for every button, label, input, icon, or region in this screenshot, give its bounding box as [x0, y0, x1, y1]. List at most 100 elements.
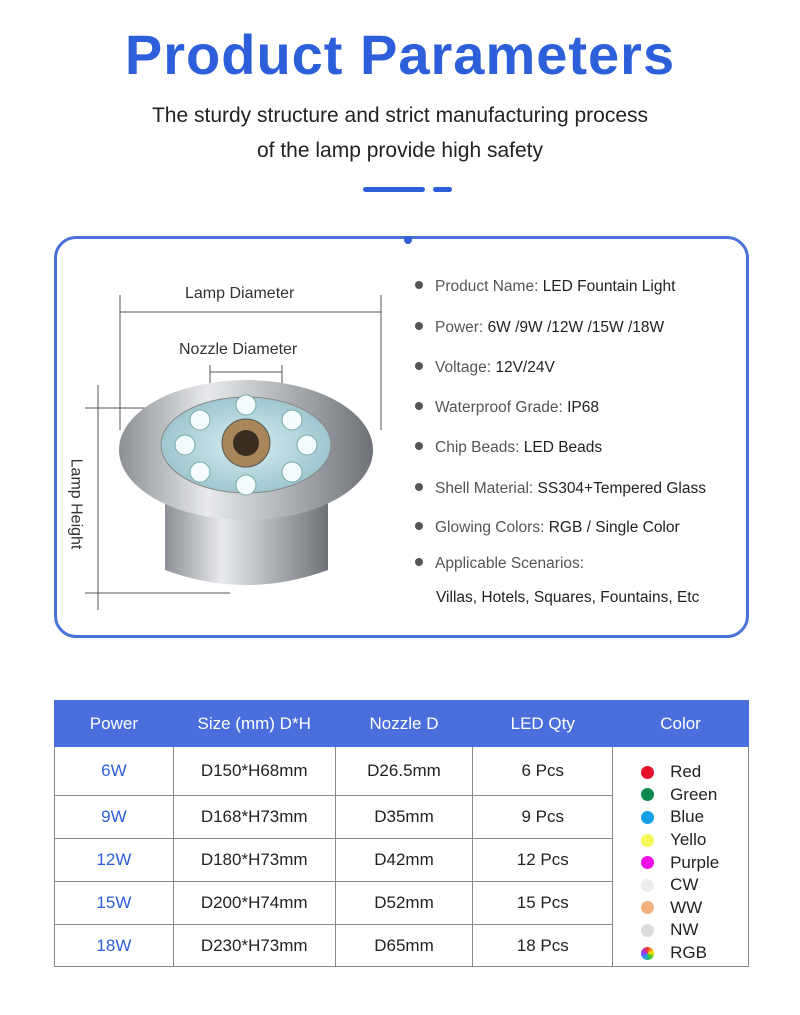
table-cell: 9W: [54, 795, 174, 839]
spec-value: IP68: [567, 399, 599, 416]
color-item: Red: [641, 761, 748, 784]
divider-short: [433, 187, 452, 192]
table-row: 9W D168*H73mm D35mm 9 Pcs: [54, 795, 749, 839]
spec-value: LED Fountain Light: [542, 278, 676, 295]
table-cell: 15 Pcs: [472, 881, 614, 925]
table-cell: D150*H68mm: [172, 746, 336, 796]
table-cell: D180*H73mm: [172, 838, 336, 882]
bullet-icon: [415, 442, 423, 450]
spec-item: Voltage: 12V/24V: [415, 359, 555, 377]
spec-label: Applicable Scenarios:: [435, 555, 585, 572]
lamp-diagram: [85, 295, 382, 610]
table-cell: D65mm: [334, 924, 474, 967]
table-cell: 15W: [54, 881, 174, 925]
table-cell: 9 Pcs: [472, 795, 614, 839]
table-cell: D230*H73mm: [172, 924, 336, 967]
color-swatch-icon: [641, 765, 655, 779]
spec-label: Glowing Colors:: [435, 519, 549, 536]
table-row: 15W D200*H74mm D52mm 15 Pcs: [54, 881, 749, 925]
color-item: NW: [641, 919, 748, 942]
page-title: Product Parameters: [124, 23, 676, 86]
spec-item: Power: 6W /9W /12W /15W /18W: [415, 319, 664, 337]
color-swatch-icon: [641, 923, 655, 937]
column-header: LED Qty: [472, 700, 614, 747]
table-cell: 18 Pcs: [472, 924, 614, 967]
spec-table: Power Size (mm) D*H Nozzle D LED Qty Color 6…: [54, 700, 749, 967]
spec-label: Power:: [435, 319, 488, 336]
spec-item: Waterproof Grade: IP68: [415, 399, 599, 417]
color-item: Yello: [641, 829, 748, 852]
color-swatch-icon: [641, 810, 655, 824]
table-cell: 12W: [54, 838, 174, 882]
bullet-icon: [415, 362, 423, 370]
table-cell: D42mm: [334, 838, 474, 882]
column-header: Power: [54, 700, 174, 747]
bullet-icon: [415, 558, 423, 566]
divider-long: [363, 187, 425, 192]
nozzle-diameter-label: Nozzle Diameter: [179, 341, 298, 358]
column-header: Color: [612, 700, 749, 747]
table-cell: 6W: [54, 746, 174, 796]
table-cell: D200*H74mm: [172, 881, 336, 925]
column-header: Size (mm) D*H: [172, 700, 336, 747]
table-cell: D52mm: [334, 881, 474, 925]
spec-label: Voltage:: [435, 359, 496, 376]
color-swatch-icon: [641, 833, 655, 847]
lamp-height-label: Lamp Height: [67, 458, 85, 550]
table-cell: D35mm: [334, 795, 474, 839]
spec-value: 12V/24V: [495, 359, 555, 376]
bullet-icon: [415, 483, 423, 491]
color-name: Blue: [670, 807, 705, 827]
table-row: 18W D230*H73mm D65mm 18 Pcs: [54, 924, 749, 967]
color-swatch-icon: [641, 788, 655, 802]
spec-item: Applicable Scenarios:: [415, 555, 584, 573]
subtitle-line-1: The sturdy structure and strict manufact…: [151, 104, 649, 127]
color-swatch-icon: [641, 946, 655, 960]
bullet-icon: [415, 522, 423, 530]
color-name: Purple: [670, 852, 720, 872]
spec-value: LED Beads: [523, 439, 603, 456]
color-name: Yello: [670, 830, 707, 850]
spec-item: Shell Material: SS304+Tempered Glass: [415, 480, 706, 498]
table-cell: D26.5mm: [334, 746, 474, 796]
color-name: Red: [670, 762, 702, 782]
bullet-icon: [415, 402, 423, 410]
spec-label: Chip Beads:: [435, 439, 524, 456]
color-item: CW: [641, 874, 748, 897]
table-row: 6W D150*H68mm D26.5mm 6 Pcs Red Green Blue Yell…: [54, 746, 749, 967]
color-item: Purple: [641, 851, 748, 874]
spec-card: [54, 236, 749, 638]
spec-value: 6W /9W /12W /15W /18W: [487, 319, 665, 336]
scenarios-text: Villas, Hotels, Squares, Fountains, Etc: [436, 589, 700, 606]
spec-item: Glowing Colors: RGB / Single Color: [415, 519, 680, 537]
table-cell: 12 Pcs: [472, 838, 614, 882]
color-swatch-icon: [641, 901, 655, 915]
card-dot: [404, 236, 412, 244]
spec-label: Waterproof Grade:: [435, 399, 568, 416]
color-swatch-icon: [641, 856, 655, 870]
color-item: Green: [641, 784, 748, 807]
color-name: Green: [670, 784, 718, 804]
spec-value: SS304+Tempered Glass: [537, 480, 706, 497]
table-cell: 6 Pcs: [472, 746, 614, 796]
spec-value: RGB / Single Color: [548, 519, 680, 536]
spec-item: Product Name: LED Fountain Light: [415, 278, 675, 296]
spec-item: Chip Beads: LED Beads: [415, 439, 602, 457]
color-name: WW: [670, 897, 703, 917]
table-cell: D168*H73mm: [172, 795, 336, 839]
color-name: CW: [670, 875, 699, 895]
color-list: Red Green Blue Yello Purple CW WW NW RGB: [612, 746, 749, 967]
color-name: RGB: [670, 943, 707, 963]
color-item: RGB: [641, 942, 748, 965]
table-row: 12W D180*H73mm D42mm 12 Pcs: [54, 838, 749, 882]
table-cell: 18W: [54, 924, 174, 967]
spec-label: Product Name:: [435, 278, 543, 295]
bullet-icon: [415, 322, 423, 330]
color-item: Blue: [641, 806, 748, 829]
spec-label: Shell Material:: [435, 480, 538, 497]
lamp-diameter-label: Lamp Diameter: [185, 285, 295, 302]
bullet-icon: [415, 281, 423, 289]
subtitle-line-2: of the lamp provide high safety: [256, 139, 543, 162]
color-name: NW: [670, 920, 699, 940]
column-header: Nozzle D: [334, 700, 474, 747]
